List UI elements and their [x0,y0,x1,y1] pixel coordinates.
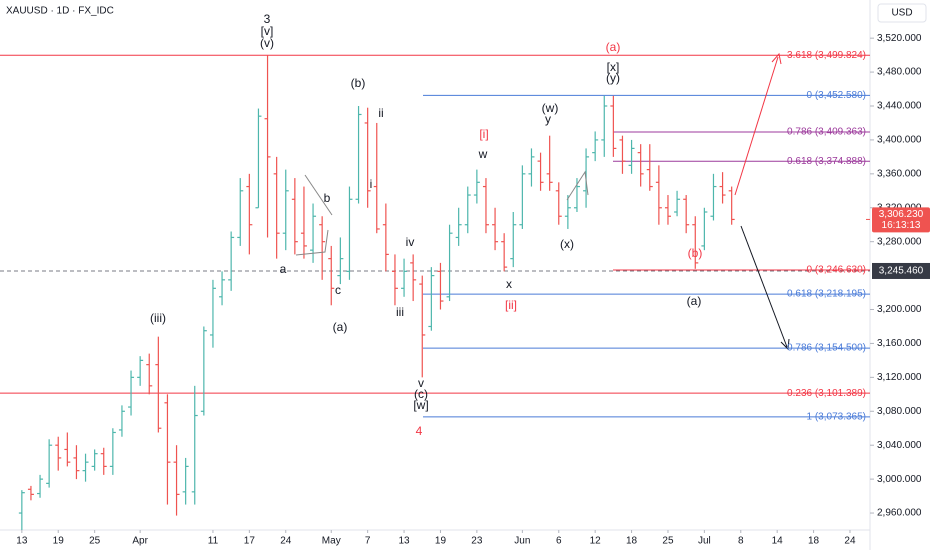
last-price-label: 3,306.230 [879,209,924,220]
x-tick-label: 23 [471,536,483,547]
wave-label: (w) [542,101,559,115]
x-tick-label: 11 [208,536,219,547]
x-tick-label: 17 [244,536,256,547]
y-tick-label: 3,040.000 [877,440,922,451]
y-tick-label: 3,480.000 [877,67,922,78]
fib-level-label: 0.786 (3,409.363) [787,127,866,138]
drawing [304,174,333,216]
x-tick-label: 18 [626,536,638,547]
wave-label: b [324,191,331,205]
y-tick-label: 3,520.000 [877,33,922,44]
x-tick-label: 14 [772,536,784,547]
wave-label: (a) [333,320,348,334]
y-tick-label: 3,200.000 [877,304,922,315]
wave-label: (v) [260,36,274,50]
fib-level-label: 0.618 (3,218.195) [787,289,866,300]
y-tick-label: 3,360.000 [877,168,922,179]
x-tick-label: 24 [280,536,292,547]
wave-label: (x) [560,237,574,251]
fib-level-label: 0.618 (3,374.888) [787,156,866,167]
x-tick-label: 25 [662,536,674,547]
wave-label: w [478,147,488,161]
fib-level-label: 1 (3,073.365) [807,412,867,423]
wave-label: ii [378,106,383,120]
wave-label: iii [396,305,404,319]
wave-label: [v] [261,24,274,38]
crosshair-box [872,262,930,279]
drawing [295,229,329,256]
x-tick-label: 25 [89,536,101,547]
plot [0,54,870,530]
currency-button[interactable] [877,3,927,23]
y-tick-label: 3,440.000 [877,101,922,112]
fib-level-label: 0 (3,246.630) [807,265,867,276]
wave-label: x [506,277,512,291]
fib-level-label: 0.786 (3,154.500) [787,343,866,354]
arrow-head [771,52,782,65]
y-tick-label: 3,080.000 [877,406,922,417]
x-tick-label: 12 [590,536,602,547]
x-tick-label: Jun [514,536,530,547]
currency[interactable]: USD [891,8,912,19]
wave-label: (iii) [150,311,166,325]
arrow [740,225,788,348]
y-tick-label: 3,280.000 [877,236,922,247]
wave-label: (b) [688,246,703,260]
wave-label: (a) [687,294,702,308]
arrow [734,56,779,196]
wave-label: [i] [479,127,488,141]
drawing [566,170,589,201]
wave-label: [w] [413,398,428,412]
x-tick-label: 24 [844,536,856,547]
wave-label: (b) [351,76,366,90]
wave-label: (c) [414,387,428,401]
x-tick-label: 13 [398,536,410,547]
wave-label: a [280,262,287,276]
wave-label: [ii] [505,298,517,312]
wave-label: v [418,376,424,390]
wave-label: [x] [607,60,620,74]
x-tick-label: 19 [435,536,447,547]
x-tick-label: 18 [808,536,820,547]
wave-label: y [545,112,551,126]
x-tick-label: 19 [53,536,65,547]
y-tick-label: 3,160.000 [877,338,922,349]
fib-level-label: 3.618 (3,499.824) [787,50,866,61]
x-tick-label: 6 [556,536,562,547]
last-price-box [872,207,930,233]
wave-label: 4 [416,424,423,438]
wave-label: (y) [606,71,620,85]
arrow-head [780,338,790,351]
wave-label: (a) [606,40,621,54]
fib-level-label: 0.236 (3,101.389) [787,388,866,399]
y-tick-label: 3,400.000 [877,135,922,146]
x-tick-label: Jul [698,536,711,547]
wave-label: 3 [264,12,271,26]
chart-title: XAUUSD · 1D · FX_IDC [6,6,114,17]
x-tick-label: Apr [132,536,148,547]
x-tick-label: May [322,536,341,547]
fib-level-label: 0 (3,452.580) [807,90,867,101]
wave-label: i [370,177,373,191]
y-tick-label: 3,000.000 [877,474,922,485]
wave-label: c [335,283,341,297]
x-tick-label: 13 [16,536,28,547]
crosshair-label: 3,245.460 [879,266,924,277]
x-tick-label: 7 [365,536,371,547]
x-tick-label: 8 [738,536,744,547]
y-tick-label: 3,120.000 [877,372,922,383]
y-tick-label: 2,960.000 [877,508,922,519]
wave-label: iv [406,235,415,249]
countdown: 16:13:13 [882,220,921,231]
